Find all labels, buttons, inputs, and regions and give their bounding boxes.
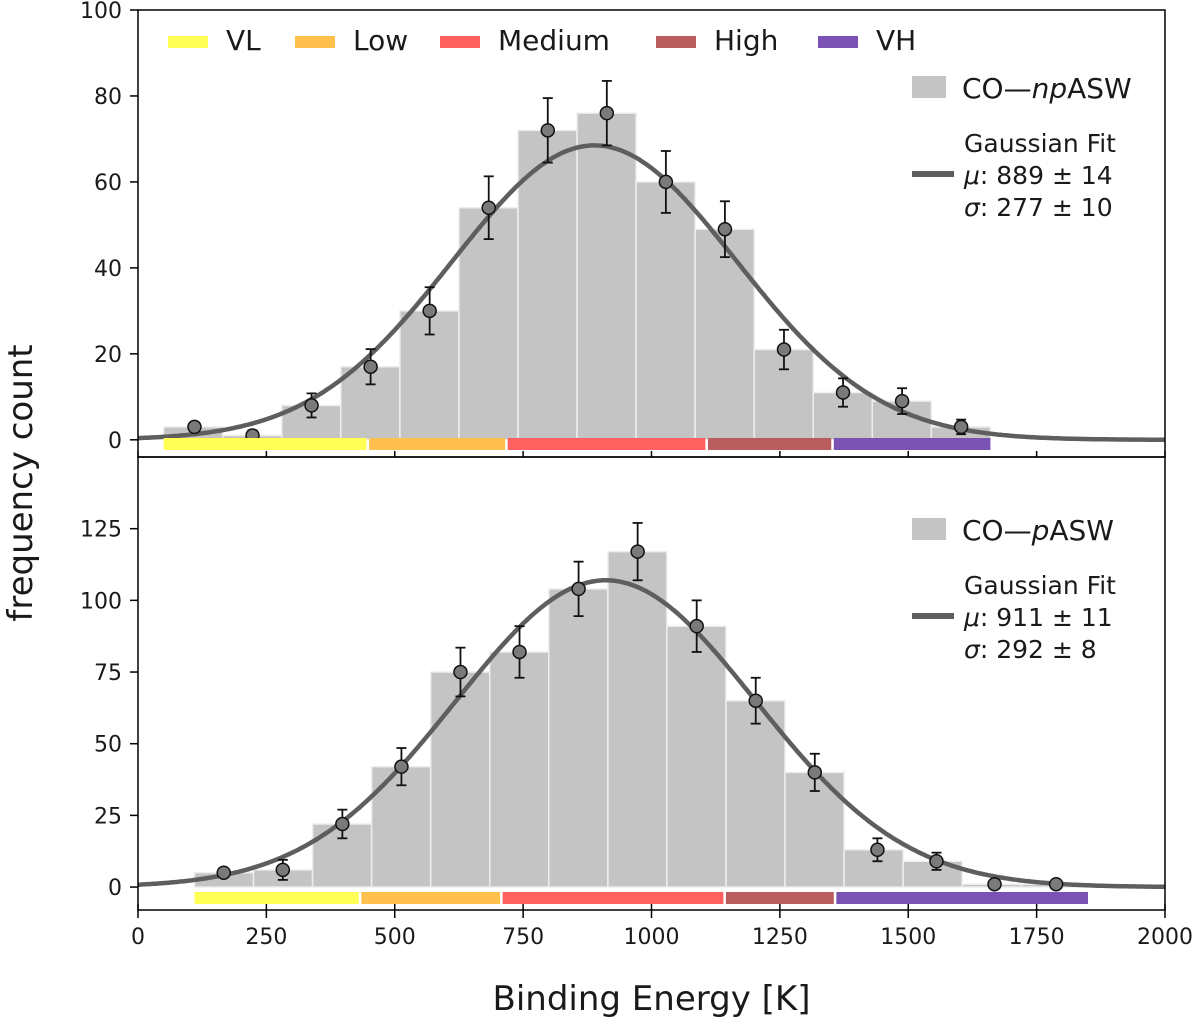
- bottom-data-point: [1048, 876, 1064, 892]
- top-series-legend-label: CO—npASW: [962, 72, 1132, 105]
- top-histogram-bar: [576, 112, 637, 441]
- bottom-data-point: [453, 664, 468, 680]
- xtick-label: 250: [245, 925, 287, 950]
- top-data-point: [481, 200, 496, 215]
- category-legend-swatch-low: [295, 36, 335, 48]
- bottom-ytick-label: 50: [94, 733, 122, 758]
- bottom-ytick-label: 125: [80, 518, 122, 543]
- xtick-label: 0: [131, 925, 145, 950]
- top-ytick-label: 20: [94, 343, 122, 368]
- top-ytick-label: 80: [94, 85, 122, 110]
- bottom-histogram-bar: [607, 550, 668, 888]
- category-legend-swatch-vl: [168, 36, 208, 48]
- top-ytick-label: 60: [94, 171, 122, 196]
- top-ytick-label: 0: [108, 429, 122, 454]
- top-data-point: [835, 385, 851, 400]
- bottom-band-vl: [194, 892, 359, 904]
- bottom-fit-mu: μ: 911 ± 11: [963, 603, 1113, 632]
- xtick-label: 1750: [1009, 925, 1065, 950]
- top-data-point: [187, 419, 202, 435]
- bottom-series-legend-swatch: [912, 518, 946, 540]
- top-data-point: [540, 123, 556, 138]
- top-band-vh: [833, 438, 991, 450]
- bottom-histogram-bar: [429, 671, 491, 888]
- category-legend-swatch-high: [656, 36, 696, 48]
- category-legend-label-medium: Medium: [498, 24, 610, 57]
- bottom-gaussian-fit-line: [137, 578, 1165, 890]
- top-data-point: [953, 419, 969, 435]
- bottom-data-point: [394, 759, 409, 774]
- top-ytick-label: 40: [94, 257, 122, 282]
- top-band-vl: [163, 438, 367, 450]
- bottom-band-high: [725, 892, 834, 904]
- category-legend-swatch-medium: [440, 36, 480, 48]
- bottom-fit-sigma: σ: 292 ± 8: [964, 635, 1097, 664]
- bottom-histogram-bar: [488, 651, 550, 888]
- xtick-label: 2000: [1137, 925, 1193, 950]
- top-fit-legend-title: Gaussian Fit: [964, 129, 1116, 158]
- top-panel: 0 20 40 60 80 100 CO—npASW Gaussian Fit μ: 889 ±…: [80, 0, 1166, 458]
- bottom-band-vh: [836, 892, 1088, 904]
- top-data-point: [599, 105, 615, 121]
- bottom-data-point: [335, 816, 350, 832]
- category-legend-label-low: Low: [353, 24, 408, 57]
- top-data-point: [894, 393, 910, 409]
- bottom-data-point: [689, 618, 704, 634]
- bottom-data-point: [929, 854, 944, 869]
- bottom-data-point: [275, 862, 291, 878]
- top-band-high: [707, 438, 832, 450]
- bottom-data-point: [807, 765, 823, 780]
- top-fit-mu: μ: 889 ± 14: [963, 161, 1113, 190]
- bottom-data-point: [216, 865, 232, 880]
- xtick-label: 750: [502, 925, 544, 950]
- bottom-band-low: [361, 892, 501, 904]
- bottom-panel: 0 25 50 75 100 125 CO—pASW Gaussian Fit μ: 911 ±…: [80, 456, 1166, 911]
- top-data-point: [776, 342, 792, 357]
- category-legend-label-high: High: [714, 24, 778, 57]
- bottom-ytick-label: 75: [94, 661, 122, 686]
- xtick-label: 1250: [752, 925, 808, 950]
- top-series-legend-swatch: [912, 76, 946, 98]
- top-data-point: [422, 303, 437, 319]
- bottom-data-point: [512, 644, 527, 660]
- bottom-histogram-bar: [725, 699, 786, 888]
- bottom-data-point: [987, 876, 1002, 892]
- category-legend-label-vh: VH: [876, 24, 916, 57]
- bottom-data-point: [748, 693, 763, 708]
- bottom-data-point: [870, 842, 885, 858]
- bottom-band-medium: [502, 892, 724, 904]
- top-histogram-bar: [635, 181, 696, 441]
- bottom-ytick-label: 0: [108, 876, 122, 901]
- top-histogram-bar: [694, 228, 755, 441]
- top-band-medium: [507, 438, 706, 450]
- xtick-label: 1000: [624, 925, 680, 950]
- bottom-ytick-label: 100: [80, 589, 122, 614]
- top-data-point: [717, 221, 733, 237]
- x-axis-label: Binding Energy [K]: [493, 979, 811, 1019]
- bottom-fit-legend-title: Gaussian Fit: [964, 571, 1116, 600]
- top-data-point: [363, 359, 378, 374]
- top-data-point: [658, 174, 674, 190]
- bottom-data-point: [571, 581, 586, 597]
- top-fit-sigma: σ: 277 ± 10: [964, 193, 1113, 222]
- top-band-low: [369, 438, 506, 450]
- xtick-label: 1500: [880, 925, 936, 950]
- y-axis-label: frequency count: [1, 344, 41, 621]
- bottom-histogram-bar: [666, 625, 727, 888]
- bottom-ytick-label: 25: [94, 804, 122, 829]
- category-legend-swatch-vh: [818, 36, 858, 48]
- top-data-point: [304, 398, 319, 413]
- bottom-data-point: [630, 544, 645, 559]
- bottom-histogram-bar: [548, 588, 609, 888]
- xtick-label: 500: [374, 925, 416, 950]
- category-legend-label-vl: VL: [226, 24, 261, 57]
- top-ytick-label: 100: [80, 0, 122, 24]
- bottom-series-legend-label: CO—pASW: [962, 514, 1114, 547]
